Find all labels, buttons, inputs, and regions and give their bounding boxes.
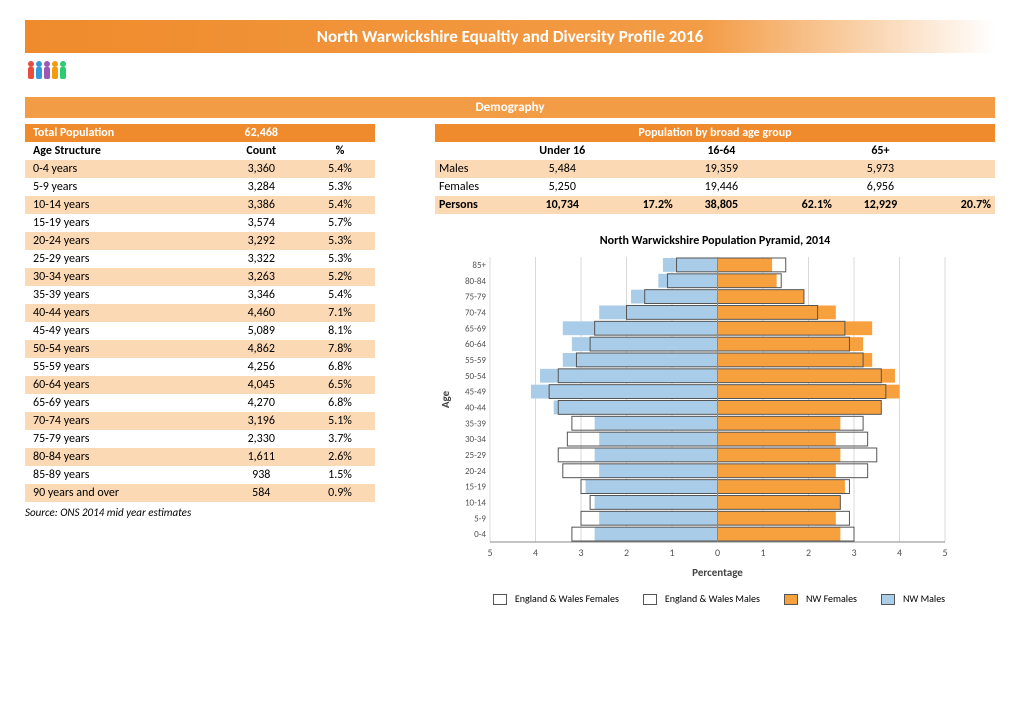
table-row: 75-79 years2,3303.7% — [25, 430, 375, 448]
svg-text:25-29: 25-29 — [465, 450, 486, 461]
svg-text:20-24: 20-24 — [465, 466, 486, 477]
svg-text:70-74: 70-74 — [465, 307, 486, 318]
section-header: Demography — [25, 97, 995, 118]
svg-text:75-79: 75-79 — [465, 292, 486, 303]
table-row: 35-39 years3,3465.4% — [25, 286, 375, 304]
total-pop-blank — [305, 124, 375, 142]
table-row: 45-49 years5,0898.1% — [25, 322, 375, 340]
total-pop-label: Total Population — [25, 124, 218, 142]
svg-text:60-64: 60-64 — [465, 339, 486, 350]
svg-text:85+: 85+ — [472, 260, 486, 271]
pyramid-svg: 0-4 5-9 10-14 15-19 20-24 25-29 30-34 35-39 40-4… — [435, 252, 955, 582]
table-row: 65-69 years4,2706.8% — [25, 394, 375, 412]
table-row: 40-44 years4,4607.1% — [25, 304, 375, 322]
svg-text:0-4: 0-4 — [474, 529, 486, 540]
svg-text:2: 2 — [806, 546, 811, 559]
total-pop-value: 62,468 — [218, 124, 306, 142]
svg-text:35-39: 35-39 — [465, 418, 486, 429]
chart-title: North Warwickshire Population Pyramid, 2… — [435, 234, 995, 248]
table-row: 30-34 years3,2635.2% — [25, 268, 375, 286]
svg-text:Percentage: Percentage — [692, 566, 743, 579]
svg-text:30-34: 30-34 — [465, 434, 486, 445]
total-pop-header: Total Population 62,468 — [25, 124, 375, 142]
table-row: 50-54 years4,8627.8% — [25, 340, 375, 358]
svg-text:65-69: 65-69 — [465, 323, 486, 334]
svg-text:1: 1 — [760, 546, 765, 559]
broad-header: Population by broad age group — [435, 124, 995, 142]
svg-text:3: 3 — [578, 546, 583, 559]
people-icon-row — [25, 59, 995, 87]
svg-text:55-59: 55-59 — [465, 355, 486, 366]
legend-item: England & Wales Females — [485, 592, 619, 605]
svg-text:2: 2 — [624, 546, 629, 559]
legend-item: England & Wales Males — [635, 592, 760, 605]
table-row: 20-24 years3,2925.3% — [25, 232, 375, 250]
table-row: 10-14 years3,3865.4% — [25, 196, 375, 214]
svg-text:0: 0 — [715, 546, 720, 559]
people-icon — [25, 59, 75, 85]
col-count: Count — [218, 142, 306, 160]
svg-text:5-9: 5-9 — [474, 513, 486, 524]
table-row: 15-19 years3,5745.7% — [25, 214, 375, 232]
svg-text:40-44: 40-44 — [465, 402, 486, 413]
svg-text:45-49: 45-49 — [465, 387, 486, 398]
svg-text:15-19: 15-19 — [465, 482, 486, 493]
svg-text:1: 1 — [669, 546, 674, 559]
svg-text:Age: Age — [439, 390, 452, 408]
table-row: Males5,48419,3595,973 — [435, 160, 995, 178]
page-title: North Warwickshire Equaltiy and Diversit… — [25, 20, 995, 53]
col-pct: % — [305, 142, 375, 160]
svg-text:4: 4 — [897, 546, 902, 559]
chart-legend: England & Wales Females England & Wales M… — [435, 592, 995, 605]
source-note: Source: ONS 2014 mid year estimates — [25, 506, 375, 519]
table-row: 70-74 years3,1965.1% — [25, 412, 375, 430]
age-structure-table: Age Structure Count % 0-4 years3,3605.4%… — [25, 142, 375, 502]
legend-item: NW Males — [873, 592, 945, 605]
table-row: 90 years and over5840.9% — [25, 484, 375, 502]
pyramid-chart: North Warwickshire Population Pyramid, 2… — [435, 234, 995, 605]
table-row: 60-64 years4,0456.5% — [25, 376, 375, 394]
table-row: 0-4 years3,3605.4% — [25, 160, 375, 178]
svg-text:5: 5 — [487, 546, 492, 559]
svg-text:50-54: 50-54 — [465, 371, 486, 382]
svg-text:4: 4 — [533, 546, 538, 559]
table-row: Females5,25019,4466,956 — [435, 178, 995, 196]
svg-text:3: 3 — [851, 546, 856, 559]
table-row: 5-9 years3,2845.3% — [25, 178, 375, 196]
persons-row: Persons10,73417.2%38,80562.1%12,92920.7% — [435, 196, 995, 214]
table-row: 25-29 years3,3225.3% — [25, 250, 375, 268]
table-row: 85-89 years9381.5% — [25, 466, 375, 484]
svg-text:5: 5 — [942, 546, 947, 559]
table-row: 55-59 years4,2566.8% — [25, 358, 375, 376]
svg-text:80-84: 80-84 — [465, 276, 486, 287]
table-row: 80-84 years1,6112.6% — [25, 448, 375, 466]
svg-text:10-14: 10-14 — [465, 497, 486, 508]
legend-item: NW Females — [776, 592, 857, 605]
col-age: Age Structure — [25, 142, 218, 160]
broad-age-table: Population by broad age group Under 1616… — [435, 124, 995, 214]
